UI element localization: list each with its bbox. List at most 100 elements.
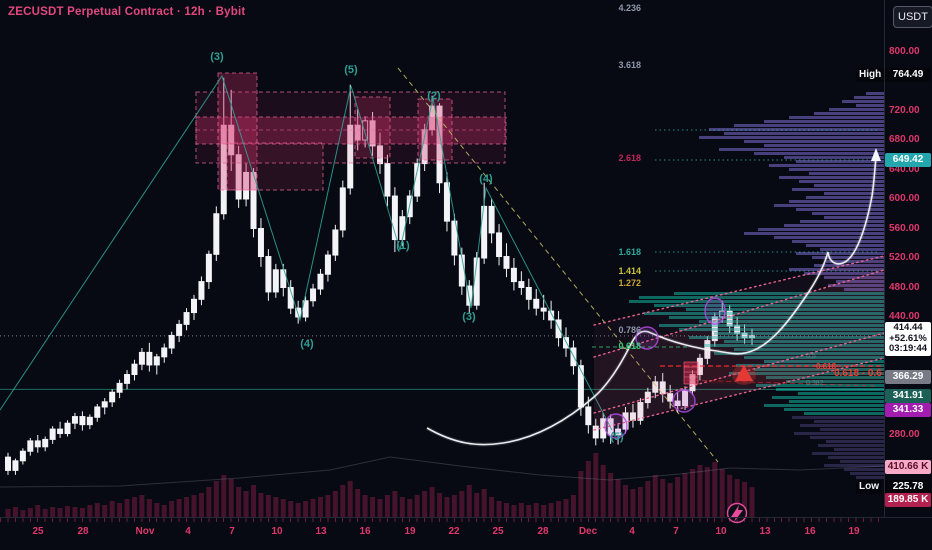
volume-bar (451, 495, 457, 517)
volume-profile-bar (789, 116, 884, 119)
alert-triangle-icon[interactable] (735, 365, 753, 381)
time-tick: 22 (448, 526, 460, 537)
candle-body (168, 334, 175, 349)
candle-body (399, 216, 406, 241)
time-axis-border (0, 517, 932, 518)
supply-zone[interactable] (354, 96, 391, 159)
volume-profile-bar (842, 100, 884, 103)
volume-bar (154, 503, 160, 517)
volume-bar (429, 487, 435, 517)
candle-body (42, 438, 49, 448)
volume-bar (697, 465, 703, 517)
volume-profile-bar (796, 208, 884, 211)
highlight-circle[interactable] (672, 389, 696, 413)
volume-profile-bar (798, 392, 884, 395)
volume-bar (563, 499, 569, 517)
candle-body (131, 363, 138, 376)
volume-bar (94, 503, 100, 517)
wave-label[interactable]: (1) (396, 240, 410, 252)
descending-trendline[interactable] (397, 67, 719, 463)
volume-profile-bar (644, 312, 884, 315)
candle-body (243, 171, 250, 200)
time-tick: 25 (32, 526, 44, 537)
volume-profile-bar (800, 424, 884, 427)
channel-line[interactable] (593, 269, 885, 358)
volume-profile-bar (804, 272, 884, 275)
supply-zone[interactable] (217, 72, 258, 191)
candle-body (109, 391, 116, 403)
fib-level-label: 1.414 (618, 266, 641, 276)
wave-label[interactable]: (4) (479, 173, 493, 185)
volume-profile-bar (800, 220, 884, 223)
wave-label[interactable]: (3) (462, 311, 476, 323)
volume-bar (645, 481, 651, 517)
symbol-title[interactable]: ZECUSDT Perpetual Contract · 12h · Bybit (8, 6, 246, 18)
wave-label[interactable]: (5) (344, 64, 358, 76)
candle-body (466, 285, 473, 306)
elliott-wave-line[interactable] (0, 74, 613, 431)
candle-body (332, 229, 339, 256)
candle-body (49, 428, 56, 440)
wave-label[interactable]: (3) (210, 51, 224, 63)
volume-bar (600, 465, 606, 517)
wave-label[interactable]: (5) (610, 431, 624, 443)
volume-bar (265, 495, 271, 517)
price-tick: 800.00 (889, 45, 920, 57)
channel-line[interactable] (593, 332, 885, 414)
volume-bar (184, 497, 190, 517)
candle-body (637, 402, 644, 421)
supply-zone[interactable] (195, 91, 506, 164)
volume-bar (213, 481, 219, 517)
candle-body (369, 120, 376, 147)
volume-bar (161, 505, 167, 517)
wave-label[interactable]: (4) (300, 338, 314, 350)
volume-profile-bar (814, 264, 884, 267)
volume-bar (556, 501, 562, 517)
channel-line[interactable] (593, 255, 885, 326)
volume-bar (437, 493, 443, 517)
candle-body (64, 422, 71, 435)
volume-profile-bar (820, 248, 884, 251)
volume-bar (102, 505, 108, 517)
order-block[interactable] (683, 361, 699, 385)
volume-bar (79, 508, 85, 517)
volume-bar (355, 489, 361, 517)
highlight-circle[interactable] (604, 413, 628, 439)
candle-body (384, 163, 391, 197)
highlight-circle[interactable] (635, 326, 659, 350)
time-tick: 19 (404, 526, 416, 537)
volume-profile-bar (824, 464, 884, 467)
volume-profile-bar (689, 336, 884, 339)
candle-body (191, 298, 197, 314)
volume-profile-bar (719, 148, 884, 151)
candle-body (488, 205, 495, 234)
candle-body (451, 220, 458, 256)
candle-body (295, 307, 302, 318)
candle-body (280, 269, 287, 288)
volume-bar (727, 475, 733, 517)
channel-line[interactable] (593, 357, 885, 431)
price-tick: 640.00 (889, 163, 920, 175)
volume-bar (719, 469, 725, 517)
volume-profile-bar (829, 108, 884, 111)
volume-profile-bar (669, 316, 884, 319)
volume-profile-bar (828, 456, 884, 459)
time-tick: 28 (77, 526, 89, 537)
candle-body (339, 187, 346, 231)
highlight-circle[interactable] (704, 297, 726, 325)
candle-body (585, 406, 592, 426)
candle-body (615, 428, 622, 436)
lightning-bolt-glyph (731, 505, 743, 522)
projection-curve[interactable] (426, 155, 877, 446)
currency-toggle-button[interactable]: USDT (893, 6, 932, 28)
supply-zone[interactable] (226, 142, 324, 191)
volume-profile-bar (764, 404, 884, 407)
wave-label[interactable]: (2) (427, 90, 441, 102)
volume-bar (630, 489, 636, 517)
time-tick: 10 (271, 526, 283, 537)
candle-body (71, 416, 78, 424)
volume-bar (362, 495, 368, 517)
volume-profile-bar (714, 352, 884, 355)
